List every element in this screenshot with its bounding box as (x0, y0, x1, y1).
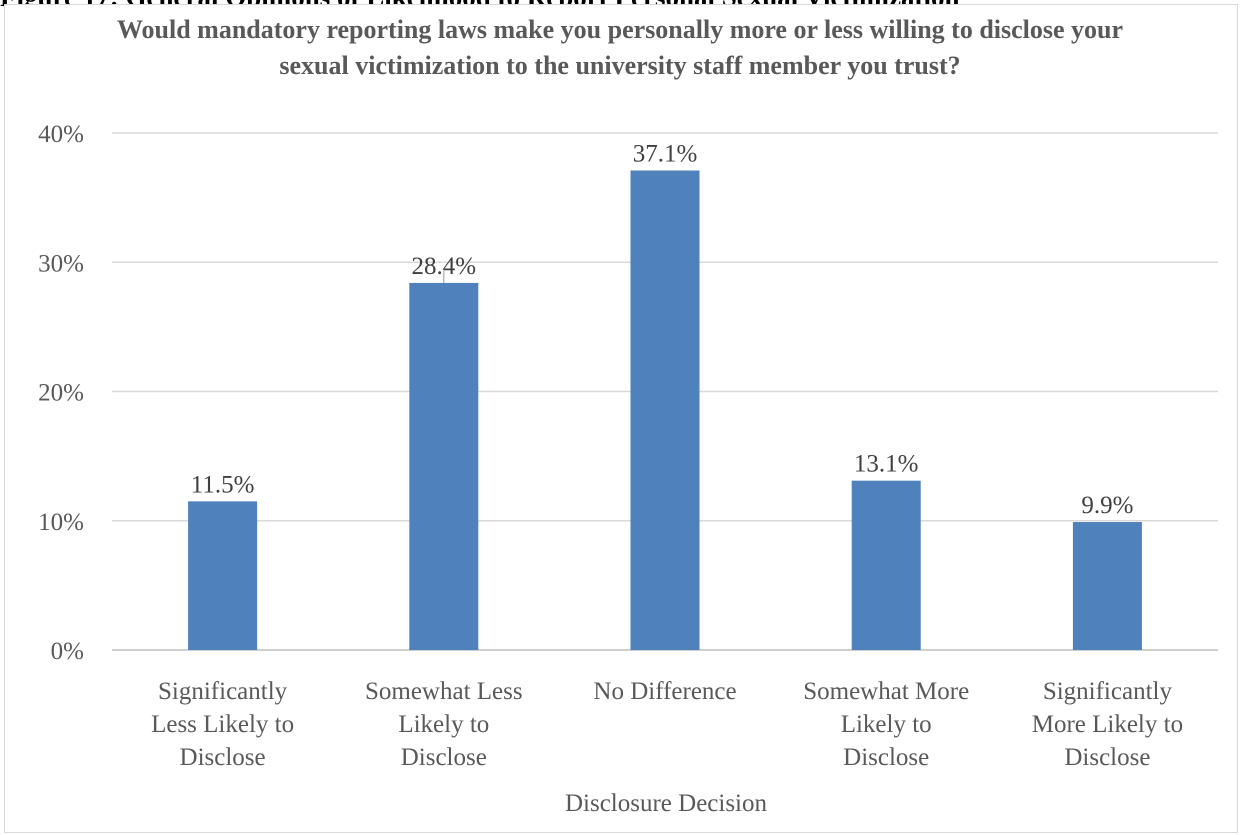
x-tick-label: Significantly More Likely to Disclose (1032, 678, 1183, 771)
bar (188, 501, 257, 650)
y-tick-label: 40% (38, 121, 84, 148)
x-axis-title: Disclosure Decision (565, 790, 768, 817)
y-tick-label: 10% (38, 509, 84, 536)
bar (1073, 522, 1142, 650)
data-label: 11.5% (191, 471, 255, 498)
data-label: 9.9% (1081, 492, 1133, 519)
data-label: 13.1% (854, 451, 919, 478)
x-tick-label: No Difference (593, 678, 736, 705)
y-tick-label: 20% (38, 380, 84, 407)
x-tick-label: Somewhat More Likely to Disclose (803, 678, 969, 771)
y-tick-label: 30% (38, 250, 84, 277)
bar (852, 481, 921, 650)
y-tick-label: 0% (51, 638, 84, 665)
x-tick-label: Significantly Less Likely to Disclose (151, 678, 294, 771)
bar (631, 170, 700, 650)
x-tick-label: Somewhat Less Likely to Disclose (365, 678, 523, 771)
x-axis-ticks: Significantly Less Likely to Disclose Somew… (151, 678, 1183, 771)
data-label: 37.1% (633, 140, 698, 167)
y-axis-ticks: 0% 10% 20% 30% 40% (38, 121, 84, 665)
bars (188, 170, 1142, 650)
bar (409, 283, 478, 650)
